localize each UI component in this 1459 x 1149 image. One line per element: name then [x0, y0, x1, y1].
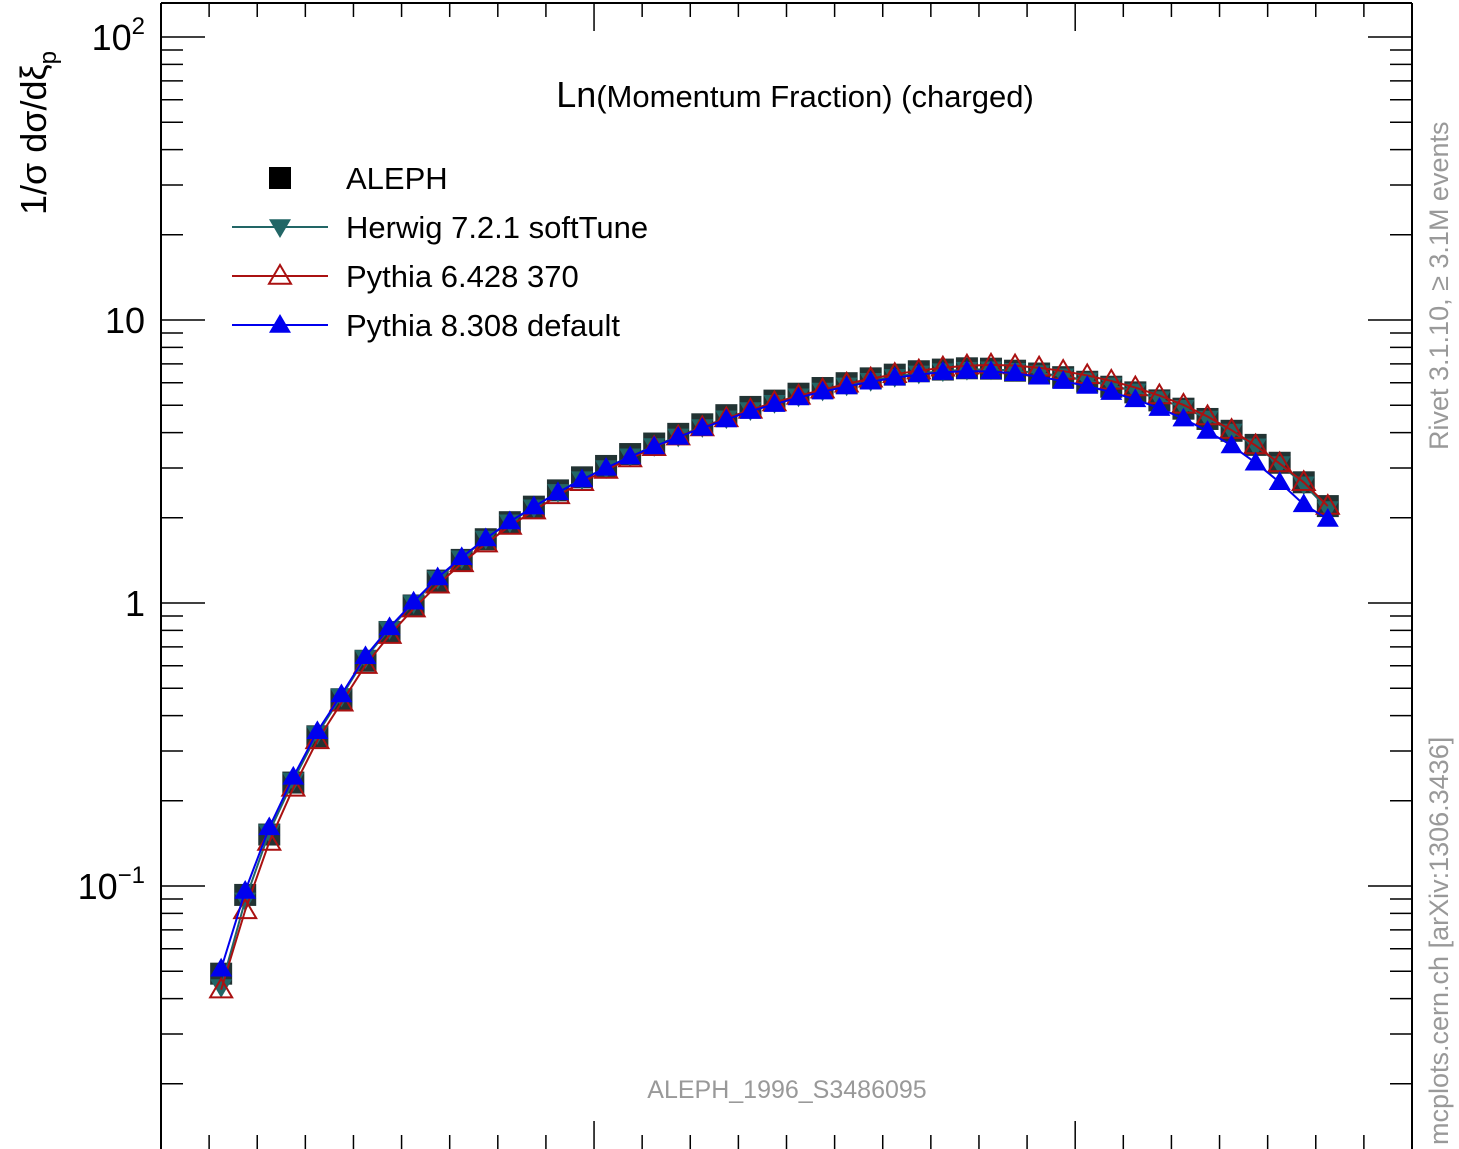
legend-entry: ALEPH: [269, 161, 448, 196]
data-point: [1124, 388, 1147, 408]
data-point: [354, 645, 377, 665]
mcplots-source-label: mcplots.cern.ch [arXiv:1306.3436]: [1424, 737, 1454, 1145]
data-point: [1290, 469, 1317, 491]
data-point: [1268, 471, 1291, 490]
y-tick-label: 1: [125, 583, 145, 624]
data-point: [1172, 407, 1195, 427]
series-layer: [208, 351, 1341, 999]
series-pythia-6-428-370: [208, 351, 1341, 999]
series-line: [220, 368, 1329, 988]
data-point: [955, 360, 978, 379]
data-point: [811, 380, 834, 400]
y-tick-label-base: 10: [78, 866, 118, 907]
chart-title: Ln(Momentum Fraction) (charged): [556, 74, 1034, 115]
series-line: [220, 370, 1329, 970]
data-point: [763, 393, 786, 412]
data-point: [234, 880, 257, 899]
data-point: [208, 976, 234, 999]
data-point: [1292, 493, 1315, 513]
data-point: [546, 481, 569, 501]
data-point: [643, 435, 666, 455]
data-point: [667, 425, 690, 445]
legend-label: Pythia 6.428 370: [346, 259, 579, 294]
series-line: [220, 363, 1329, 991]
data-point: [1004, 362, 1027, 382]
rivet-version-label: Rivet 3.1.10, ≥ 3.1M events: [1424, 122, 1454, 450]
data-point: [931, 361, 954, 380]
data-point: [426, 566, 449, 586]
series-aleph: [210, 357, 1339, 985]
y-axis-label-main: 1/σ dσ/dξ: [13, 64, 54, 215]
data-point: [715, 408, 738, 428]
data-point: [835, 375, 858, 395]
data-point: [1052, 370, 1075, 389]
y-tick-label-base: 10: [92, 17, 132, 58]
data-point: [210, 957, 233, 977]
data-point: [282, 765, 305, 785]
data-point: [595, 456, 618, 476]
analysis-id-label: ALEPH_1996_S3486095: [647, 1076, 926, 1104]
data-point: [1076, 375, 1099, 394]
legend-marker: [269, 314, 291, 333]
y-tick-label-exponent: 2: [132, 13, 145, 40]
data-point: [498, 510, 521, 530]
data-point: [1316, 508, 1339, 527]
y-axis-label: 1/σ dσ/dξp: [13, 51, 62, 215]
chart-title-prefix: Ln: [556, 74, 596, 115]
data-point: [1100, 381, 1123, 400]
data-point: [787, 386, 810, 406]
data-point: [619, 445, 642, 465]
y-tick-label: 10: [105, 300, 145, 341]
data-point: [522, 495, 545, 515]
data-point: [402, 590, 425, 610]
data-point: [1028, 365, 1051, 385]
series-pythia-8-308-default: [210, 360, 1339, 977]
legend-entry: Pythia 6.428 370: [232, 259, 579, 294]
data-point: [1244, 451, 1267, 471]
data-point: [907, 363, 930, 383]
y-tick-label-base: 1: [125, 583, 145, 624]
series-herwig-7-2-1-softtune: [210, 361, 1339, 998]
y-tick-label: 10−1: [78, 862, 145, 907]
y-tick-label-exponent: −1: [118, 862, 145, 889]
y-axis-label-sub: p: [35, 51, 62, 64]
legend-label: Pythia 8.308 default: [346, 308, 620, 343]
data-point: [883, 366, 906, 386]
data-point: [378, 616, 401, 636]
legend-marker: [269, 167, 291, 189]
legend-marker: [267, 263, 293, 285]
data-point: [1196, 420, 1219, 439]
legend-entry: Herwig 7.2.1 softTune: [232, 210, 648, 245]
legend-marker: [269, 219, 291, 238]
data-point: [330, 683, 353, 703]
data-point: [1148, 397, 1171, 416]
legend-entry: Pythia 8.308 default: [232, 308, 620, 343]
data-point: [1220, 434, 1243, 454]
legend-label: ALEPH: [346, 161, 448, 196]
data-point: [859, 370, 882, 390]
y-tick-label-base: 10: [105, 300, 145, 341]
y-axis-ticks: [161, 36, 1412, 1085]
y-tick-label: 102: [92, 13, 145, 58]
data-point: [979, 360, 1002, 380]
data-point: [258, 816, 281, 836]
legend: ALEPH Herwig 7.2.1 softTune Pythia 6.428 3…: [232, 161, 648, 343]
data-point: [306, 720, 329, 740]
x-axis-ticks: [160, 3, 1413, 1149]
data-point: [474, 527, 497, 547]
data-point: [571, 468, 594, 488]
legend-label: Herwig 7.2.1 softTune: [346, 210, 648, 245]
chart-title-rest: (Momentum Fraction) (charged): [596, 79, 1034, 114]
data-point: [739, 400, 762, 419]
data-point: [450, 546, 473, 566]
data-point: [691, 417, 714, 436]
data-point: [1266, 450, 1293, 473]
